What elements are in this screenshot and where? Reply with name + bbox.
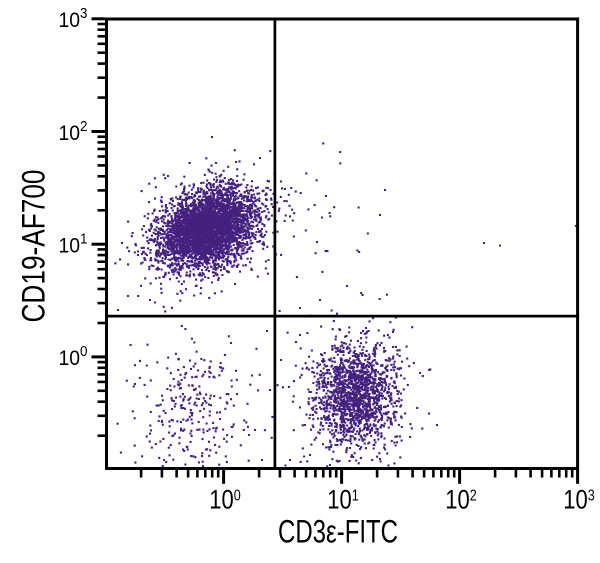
svg-text:CD19-AF700: CD19-AF700 <box>16 170 52 323</box>
svg-text:CD3ε-FITC: CD3ε-FITC <box>278 514 398 550</box>
